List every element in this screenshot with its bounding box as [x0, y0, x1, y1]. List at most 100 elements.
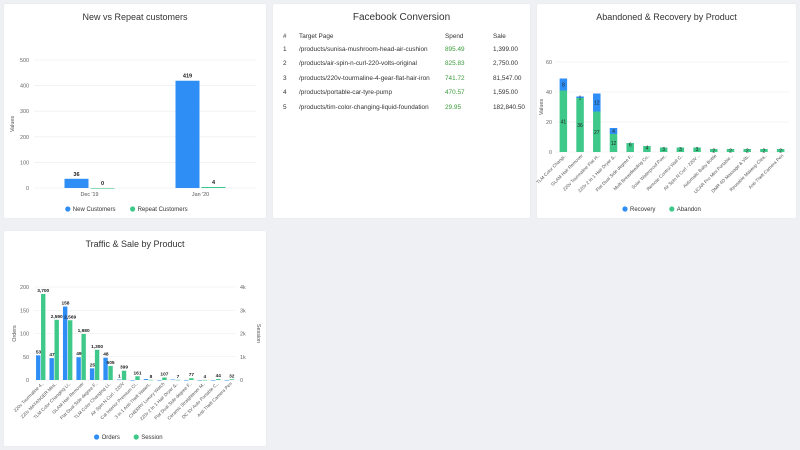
bar-new-customers	[175, 80, 200, 188]
row-target-page: /products/tim-color-changing-liquid-foun…	[299, 103, 429, 111]
bar-orders	[76, 357, 81, 380]
y-tick-label-right: 3k	[240, 308, 246, 314]
bar-orders	[184, 380, 189, 381]
y-axis-label-left: Orders	[12, 325, 18, 342]
data-label-session: 3,700	[37, 288, 49, 294]
data-label-session: 44	[216, 373, 222, 379]
data-label-session: 2,569	[64, 314, 76, 320]
data-label: 4	[212, 180, 216, 186]
bar-session	[108, 365, 113, 380]
row-index: 3	[283, 74, 287, 82]
row-index: 2	[283, 60, 287, 68]
data-label: 12	[594, 101, 600, 107]
y-tick-label: 300	[20, 109, 29, 115]
data-label: 6	[629, 143, 632, 149]
data-label-orders: 47	[49, 352, 55, 358]
col-header-sale: Sale	[493, 32, 506, 40]
data-label: 3	[696, 147, 699, 153]
panel-title: Traffic & Sale by Product	[85, 239, 185, 249]
row-target-page: /products/220v-tourmaline-4-gear-flat-ha…	[299, 74, 430, 82]
legend-label: Repeat Customers	[138, 207, 188, 213]
data-label: 1	[579, 95, 582, 101]
table-row: 5/products/tim-color-changing-liquid-fou…	[283, 100, 535, 115]
data-label-session: 1,300	[91, 344, 103, 350]
data-label-orders: 1	[118, 374, 121, 380]
row-sale: 2,750.00	[493, 60, 518, 68]
row-index: 1	[283, 45, 287, 53]
panel-title: Abandoned & Recovery by Product	[596, 12, 737, 22]
data-label: 8	[562, 83, 565, 89]
bar-abandon	[643, 146, 651, 152]
row-target-page: /products/portable-car-tyre-pump	[299, 89, 393, 97]
bar-abandon	[559, 90, 568, 152]
y-tick-label-left: 200	[20, 285, 29, 291]
legend-marker	[94, 434, 100, 440]
bar-session	[41, 293, 46, 380]
table-row: 2/products/air-spin-n-curl-220-volts-ori…	[283, 57, 535, 72]
bar-orders	[211, 380, 216, 381]
y-axis-label-right: Session	[255, 324, 261, 343]
bar-orders	[170, 379, 176, 381]
y-tick-label: 60	[546, 60, 552, 66]
data-label-session: 1,980	[78, 328, 90, 334]
data-label-session: 2,590	[51, 314, 63, 320]
data-label: 4	[612, 129, 615, 135]
bar-session	[67, 320, 73, 380]
bar-session	[189, 378, 194, 380]
row-spend: 470.57	[445, 89, 465, 97]
y-tick-label: 200	[20, 135, 29, 141]
col-header-target-page: Target Page	[299, 32, 334, 40]
bar-orders	[157, 380, 162, 381]
table-header-row: # Target Page Spend Sale	[283, 30, 535, 42]
bar-recovery	[559, 78, 568, 91]
data-label-session: 399	[120, 365, 128, 371]
row-spend: 825.83	[445, 60, 465, 68]
table-row: 1/products/sunisa-mushroom-head-air-cush…	[283, 42, 535, 57]
y-tick-label-left: 50	[23, 355, 29, 361]
data-label-orders: 158	[61, 301, 69, 307]
bar-session	[202, 379, 208, 381]
y-tick-label-right: 0	[240, 378, 243, 384]
x-tick-label: Dec '19	[80, 192, 98, 198]
bar-repeat-customers	[201, 186, 226, 188]
bar-abandon	[659, 147, 668, 152]
y-tick-label: 100	[20, 160, 29, 166]
bar-abandon	[609, 134, 618, 152]
data-label: 0	[101, 181, 104, 187]
y-tick-label: 500	[20, 58, 29, 64]
new-vs-repeat-panel: New vs Repeat customers 0 100 200 300 400 500…	[4, 4, 266, 218]
row-index: 4	[283, 89, 287, 97]
bar-session	[121, 370, 127, 380]
y-axis-label: Values	[539, 99, 545, 115]
y-tick-label: 400	[20, 84, 29, 90]
bar-recovery	[609, 128, 618, 134]
legend-marker	[669, 206, 675, 212]
row-sale: 1,399.00	[493, 45, 518, 53]
data-label-session: 4	[203, 374, 206, 380]
table-row: 3/products/220v-tourmaline-4-gear-flat-h…	[283, 71, 535, 86]
legend-label: New Customers	[73, 207, 116, 213]
data-label: 36	[577, 123, 583, 129]
bar-orders	[49, 358, 54, 380]
data-label: 2	[729, 149, 732, 155]
data-label-session: 107	[160, 372, 168, 378]
bar-orders	[62, 306, 68, 380]
legend-marker	[133, 434, 139, 440]
legend-label: Abandon	[677, 207, 701, 213]
data-label-session: 605	[107, 360, 115, 366]
data-label: 4	[646, 146, 649, 152]
bar-session	[175, 379, 181, 381]
legend-label: Orders	[102, 435, 120, 441]
traffic-sale-panel: Traffic & Sale by Product 0 50 100 150 200 0 1…	[4, 231, 266, 446]
data-label: 2	[779, 149, 782, 155]
data-label: 27	[594, 130, 600, 136]
data-label: 3	[679, 147, 682, 153]
bar-session	[148, 379, 154, 381]
x-tick-label: Anti-Theft Camera Pen	[748, 153, 785, 190]
data-label-orders: 48	[103, 352, 109, 358]
data-label-session: 7	[177, 374, 180, 380]
bar-session	[81, 333, 86, 380]
y-tick-label: 0	[26, 186, 29, 192]
bar-orders	[116, 379, 122, 381]
data-label-orders: 25	[90, 362, 96, 368]
